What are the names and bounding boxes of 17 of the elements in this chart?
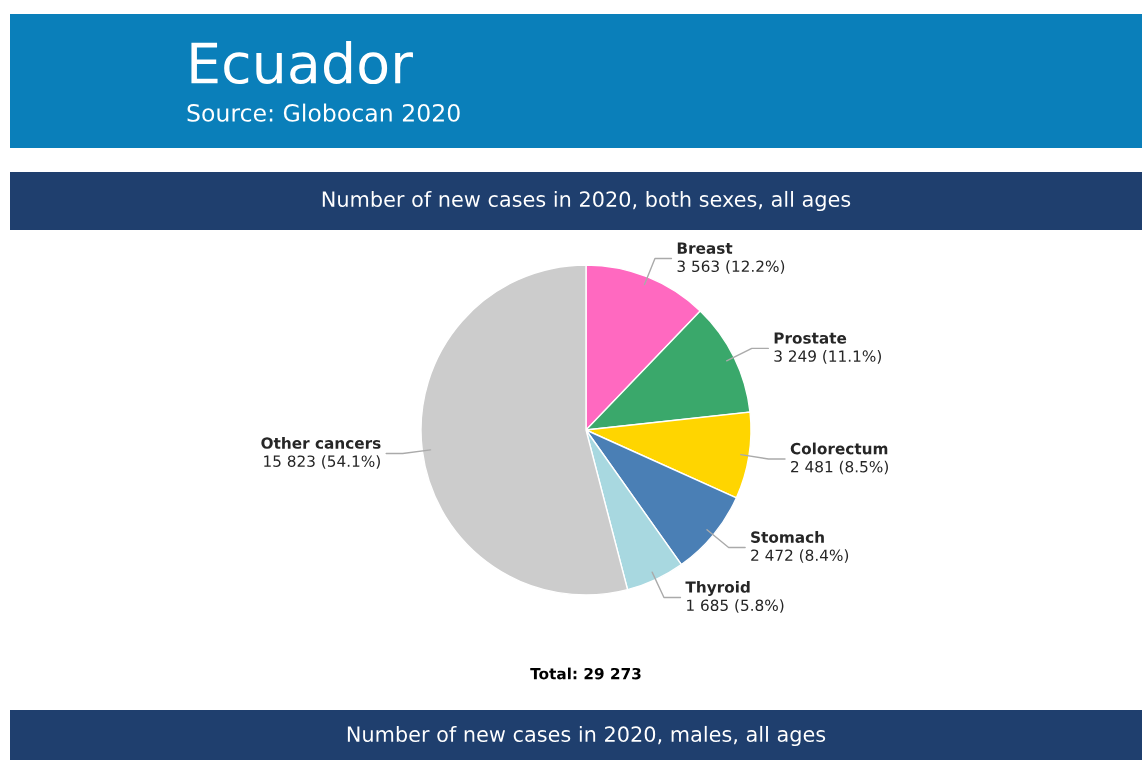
slice-label: Colorectum <box>790 442 888 455</box>
slice-label: Stomach <box>751 531 824 543</box>
slice-label: Prostate <box>774 332 847 344</box>
chart-subtitle: Source: Globocan 2020 <box>187 103 460 122</box>
slice-label: Thyroid <box>685 580 750 596</box>
slice-label: Other cancers <box>261 437 381 449</box>
text: Total: 29 273 <box>530 667 641 680</box>
data-label: 3 563 (12.2%) <box>677 260 785 274</box>
data-label: 2 472 (8.4%) <box>751 549 849 563</box>
data-label: 3 249 (11.1%) <box>774 350 881 364</box>
data-label: 2 481 (8.5%) <box>791 460 888 475</box>
data-label: 1 685 (5.8%) <box>687 599 784 613</box>
text: Number of new cases in 2020, both sexes, all ages <box>322 190 851 212</box>
text: Number of new cases in 2020, males, all ages <box>347 725 826 747</box>
data-label: 15 823 (54.1%) <box>264 455 380 469</box>
slice-label: Breast <box>677 242 733 254</box>
chart-title: Ecuador <box>191 41 413 85</box>
